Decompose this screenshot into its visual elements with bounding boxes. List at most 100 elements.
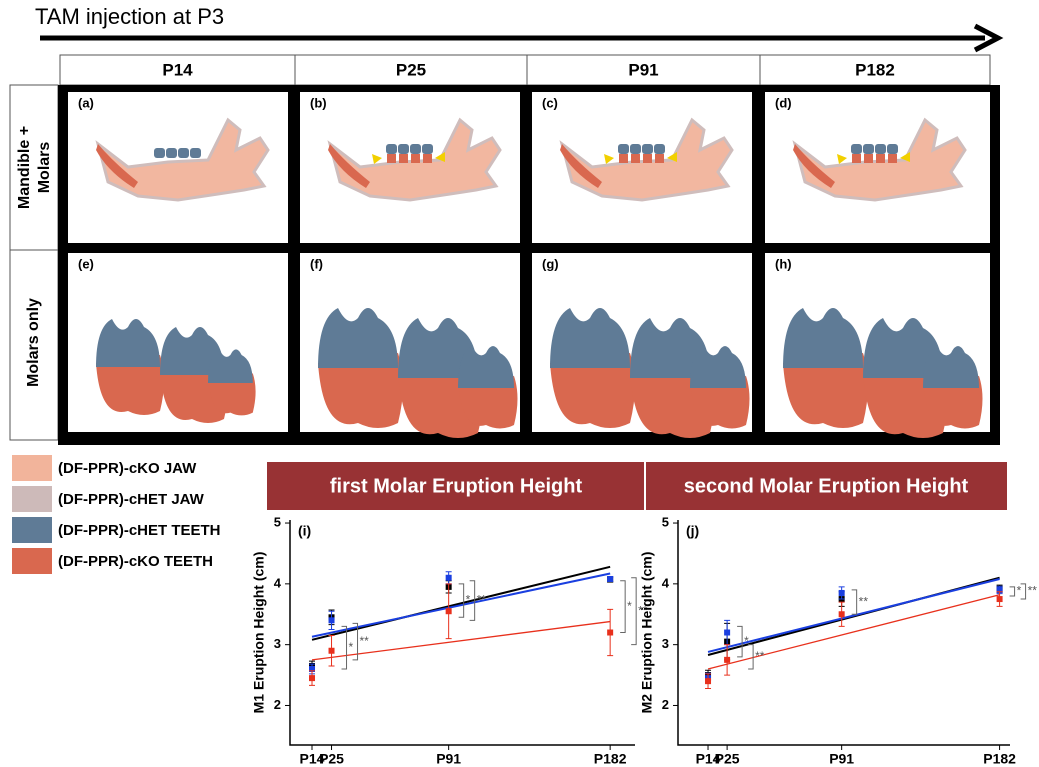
arrow-head	[973, 23, 1004, 53]
molar-crown	[458, 346, 514, 388]
molar-root	[923, 376, 983, 429]
tooth-crown	[178, 148, 189, 158]
molar-root	[96, 355, 164, 415]
axis	[677, 520, 1010, 746]
significance-bracket	[469, 580, 476, 621]
title: TAM injection at P3	[35, 4, 224, 29]
axis	[289, 520, 635, 746]
arrowhead	[372, 154, 382, 164]
fit-line	[311, 565, 611, 641]
tooth-root	[619, 154, 628, 163]
panel-label: (d)	[775, 95, 792, 110]
tooth-crown	[875, 144, 886, 154]
molar-root	[458, 376, 518, 429]
tooth-root	[655, 154, 664, 163]
tooth-root	[643, 154, 652, 163]
arrowhead	[667, 152, 677, 162]
data-point	[607, 629, 614, 636]
row-label-line: Mandible +	[16, 126, 33, 209]
significance-bracket	[341, 625, 348, 670]
x-tick-label: P14	[696, 751, 721, 767]
panel-label: (e)	[78, 256, 94, 271]
header-row	[59, 54, 991, 86]
molars	[96, 319, 256, 423]
significance-label: **	[638, 603, 648, 617]
fit-line	[707, 594, 1000, 670]
legend-swatch	[12, 517, 52, 543]
tooth-crown	[422, 144, 433, 154]
fit-line	[311, 572, 611, 638]
significance-bracket	[1009, 586, 1016, 597]
panel-label: (j)	[686, 523, 699, 539]
x-tick-label: P14	[300, 751, 325, 767]
panel-label: (g)	[542, 256, 559, 271]
tooth-root	[876, 154, 885, 163]
arrowhead	[604, 154, 614, 164]
significance-label: *	[1017, 584, 1022, 598]
x-tick-label: P91	[436, 751, 461, 767]
tooth-root	[888, 154, 897, 163]
tooth-crown	[851, 144, 862, 154]
specimen	[783, 308, 983, 438]
y-axis-label: M1 Eruption Height (cm)	[251, 552, 267, 714]
specimen	[792, 117, 967, 202]
significance-bracket	[620, 580, 626, 633]
data-point	[705, 678, 712, 685]
specimen	[318, 308, 518, 438]
molar-crown	[208, 349, 253, 383]
tooth-crown	[410, 144, 421, 154]
row-label: Mandible + Molars	[16, 126, 53, 209]
x-tick-label: P182	[983, 751, 1016, 767]
banner-title: second Molar Eruption Height	[684, 475, 969, 497]
legend-label: (DF-PPR)-cHET TEETH	[58, 522, 221, 539]
significance-bracket	[737, 625, 743, 658]
significance-bracket	[352, 622, 359, 661]
molar-root	[783, 353, 868, 428]
row-label-column	[9, 84, 59, 441]
significance-bracket	[631, 577, 637, 646]
tooth-crown	[887, 144, 898, 154]
significance-label: *	[349, 640, 354, 654]
fit-line	[311, 620, 611, 661]
data-point	[328, 617, 335, 624]
arrowhead	[837, 154, 847, 164]
tooth-crown	[398, 144, 409, 154]
panel-label: (i)	[298, 523, 311, 539]
data-point	[724, 656, 731, 663]
molar-root	[318, 353, 403, 428]
banner	[267, 462, 1007, 510]
mandible	[95, 117, 270, 202]
column-header: P25	[396, 60, 426, 79]
panel-label: (f)	[310, 256, 323, 271]
significance-label: **	[477, 593, 487, 607]
y-axis-label: M2 Eruption Height (cm)	[639, 552, 655, 714]
tooth-crown	[190, 148, 201, 158]
molar-crown	[863, 318, 943, 378]
tooth-crown	[863, 144, 874, 154]
x-tick-label: P25	[319, 751, 344, 767]
row-label: Molars only	[25, 298, 42, 387]
panel-label: (b)	[310, 95, 327, 110]
y-tick-label: 5	[274, 514, 281, 529]
legend-swatch	[12, 548, 52, 574]
molar-root	[550, 353, 635, 428]
molar-crown	[783, 308, 863, 368]
legend-label: (DF-PPR)-cKO TEETH	[58, 553, 213, 570]
data-point	[838, 611, 845, 618]
molar-crown	[923, 346, 979, 388]
row-label-line: Molars	[36, 142, 53, 194]
tooth-crown	[154, 148, 165, 158]
incisor	[328, 144, 370, 188]
molar-crown	[318, 308, 398, 368]
panel-label: (h)	[775, 256, 792, 271]
tooth-crown	[642, 144, 653, 154]
data-point	[996, 586, 1003, 593]
molar-crown	[690, 346, 746, 388]
significance-label: **	[360, 634, 370, 648]
significance-bracket	[1020, 583, 1027, 600]
legend-swatch	[12, 455, 52, 481]
column-header: P91	[628, 60, 658, 79]
data-point	[445, 608, 452, 615]
specimen	[96, 319, 256, 423]
